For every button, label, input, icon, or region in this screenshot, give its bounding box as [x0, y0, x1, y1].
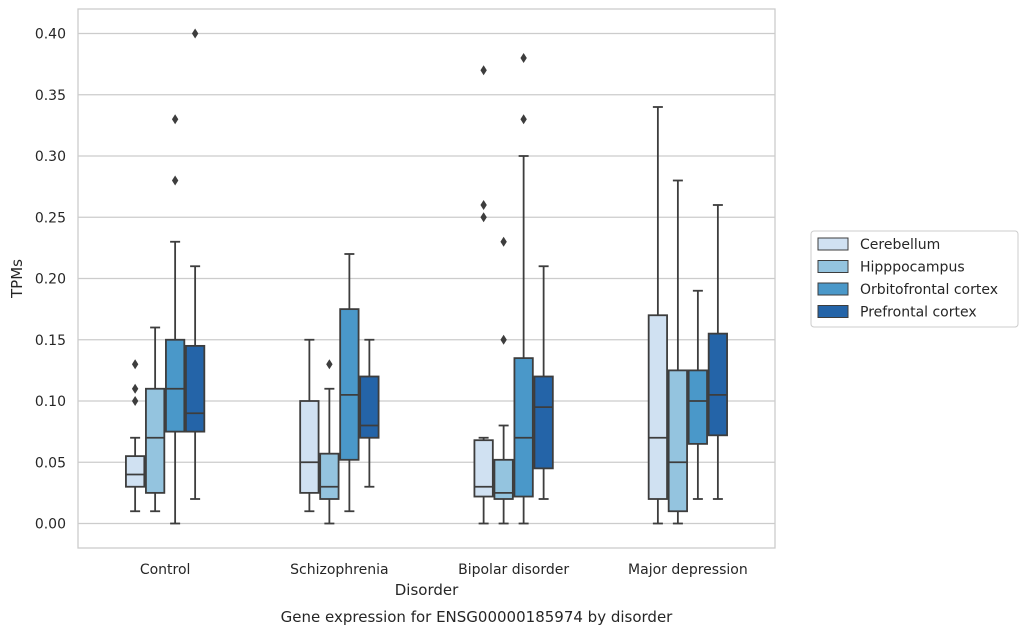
y-tick-label: 0.35: [35, 88, 66, 104]
outlier-point: [480, 200, 487, 210]
box-iqr: [473, 439, 494, 498]
box-iqr: [319, 452, 340, 500]
outlier-point: [520, 114, 527, 125]
box-hipppocampus-schizophrenia: [319, 359, 340, 525]
legend-swatch: [817, 237, 849, 251]
legend-label: Prefrontal cortex: [860, 305, 977, 321]
box-cerebellum-bipolar-disorder: [473, 65, 494, 525]
box-iqr: [185, 344, 206, 433]
y-tick-label: 0.40: [35, 27, 66, 43]
y-tick-label: 0.20: [35, 272, 66, 288]
legend-swatch: [817, 282, 849, 296]
outlier-point: [131, 383, 139, 394]
y-axis-label: TPMs: [8, 259, 26, 299]
box-iqr: [667, 369, 688, 513]
legend-label: Hipppocampus: [860, 260, 965, 276]
box-prefrontal-cortex-schizophrenia: [359, 338, 380, 488]
box-iqr: [493, 458, 514, 500]
y-tick-label: 0.05: [35, 455, 66, 471]
legend-frame: [810, 230, 1019, 328]
outlier-point: [500, 334, 507, 345]
box-iqr: [513, 357, 534, 498]
box-hipppocampus-control: [145, 326, 166, 513]
box-iqr: [687, 369, 708, 445]
box-iqr: [647, 314, 668, 500]
outlier-point: [520, 53, 527, 63]
x-tick-label: Control: [140, 562, 191, 578]
x-axis-label: Disorder: [395, 581, 459, 599]
box-orbitofrontal-cortex-control: [165, 114, 186, 525]
y-tick-label: 0.30: [35, 149, 66, 165]
box-orbitofrontal-cortex-bipolar-disorder: [513, 53, 534, 525]
box-iqr: [299, 400, 320, 494]
y-tick-label: 0.25: [35, 210, 66, 226]
outlier-point: [171, 114, 179, 125]
box-iqr: [707, 332, 728, 437]
box-iqr: [533, 375, 554, 470]
x-tick-label: Schizophrenia: [290, 562, 388, 578]
box-hipppocampus-bipolar-disorder: [493, 236, 514, 525]
chart-caption: Gene expression for ENSG00000185974 by d…: [281, 608, 674, 626]
outlier-point: [480, 65, 487, 76]
box-iqr: [145, 387, 166, 494]
y-tick-label: 0.15: [35, 333, 66, 349]
plot-frame: [77, 8, 776, 549]
y-tick-label: 0.00: [35, 517, 66, 533]
box-iqr: [165, 338, 186, 433]
box-orbitofrontal-cortex-major-depression: [687, 289, 708, 500]
legend-label: Orbitofrontal cortex: [860, 282, 998, 298]
outlier-point: [326, 359, 333, 370]
outlier-point: [171, 175, 179, 186]
box-prefrontal-cortex-bipolar-disorder: [533, 265, 554, 500]
outlier-point: [131, 396, 139, 406]
outlier-point: [131, 359, 139, 370]
box-prefrontal-cortex-control: [185, 28, 206, 500]
legend-label: Cerebellum: [860, 237, 940, 253]
y-tick-label: 0.10: [35, 394, 66, 410]
box-orbitofrontal-cortex-schizophrenia: [339, 253, 360, 513]
box-prefrontal-cortex-major-depression: [707, 204, 728, 500]
legend-swatch: [817, 260, 849, 273]
y-tick-labels: 0.00 0.05 0.10 0.15 0.20 0.25 0.30 0.35 0.40: [35, 27, 66, 533]
legend: Cerebellum Hipppocampus Orbitofrontal cort…: [810, 230, 1019, 328]
x-tick-label: Major depression: [628, 562, 748, 578]
box-layer: [125, 28, 728, 525]
outlier-point: [191, 28, 199, 39]
box-iqr: [339, 308, 360, 461]
box-cerebellum-control: [125, 359, 146, 513]
x-tick-labels: Control Schizophrenia Bipolar disorder Majo…: [140, 562, 748, 578]
box-cerebellum-major-depression: [647, 106, 668, 525]
outlier-point: [480, 212, 487, 223]
box-iqr: [125, 455, 146, 488]
box-iqr: [359, 375, 380, 439]
x-tick-label: Bipolar disorder: [458, 562, 569, 578]
box-hipppocampus-major-depression: [667, 179, 688, 525]
box-cerebellum-schizophrenia: [299, 338, 320, 513]
outlier-point: [500, 236, 507, 247]
legend-swatch: [817, 305, 849, 318]
